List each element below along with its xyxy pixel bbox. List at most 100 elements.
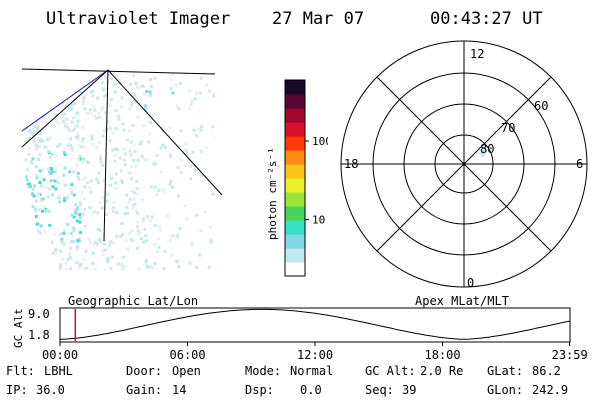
uv-pixel <box>168 153 172 157</box>
uv-pixel <box>24 254 27 258</box>
uv-pixel <box>44 111 48 115</box>
uv-pixel <box>99 154 103 158</box>
uv-pixel <box>113 153 117 157</box>
uv-pixel <box>55 154 59 158</box>
uv-pixel <box>117 114 120 118</box>
uv-pixel <box>82 257 86 261</box>
uv-pixel <box>131 203 135 207</box>
uv-pixel <box>79 201 82 205</box>
uv-pixel <box>78 213 82 216</box>
uv-pixel <box>40 93 44 97</box>
uv-pixel <box>122 148 126 151</box>
uv-pixel <box>183 204 187 208</box>
uv-pixel <box>79 231 82 234</box>
uv-pixel <box>149 84 153 88</box>
uv-pixel <box>104 212 108 216</box>
uv-pixel <box>26 179 30 183</box>
uv-pixel <box>188 107 192 111</box>
uv-pixel <box>129 237 133 241</box>
uv-pixel <box>51 185 55 189</box>
uv-pixel <box>132 191 136 195</box>
uv-pixel <box>90 137 94 141</box>
uv-pixel <box>194 168 198 172</box>
uv-pixel <box>101 134 105 138</box>
uv-pixel <box>129 82 133 86</box>
uv-pixel <box>88 241 92 245</box>
uv-pixel <box>105 120 109 124</box>
uv-pixel <box>96 211 100 215</box>
uv-pixel <box>204 146 208 150</box>
uv-pixel <box>59 249 62 253</box>
uv-pixel <box>30 238 34 242</box>
uv-pixel <box>42 204 46 208</box>
uv-pixel <box>93 72 97 76</box>
polar-plot: 12 0 18 6 80 70 60 <box>340 40 588 290</box>
uv-pixel <box>60 73 64 77</box>
uv-pixel <box>139 237 143 241</box>
timeline-xtick-label: 00:00 <box>42 348 78 362</box>
uv-pixel <box>116 75 120 79</box>
uv-pixel <box>27 231 31 235</box>
uv-pixel <box>109 266 113 270</box>
uv-pixel <box>103 248 107 252</box>
uv-pixel <box>33 255 37 259</box>
uv-pixel <box>138 230 142 234</box>
uv-pixel <box>103 268 107 270</box>
uv-pixel <box>89 90 93 94</box>
uv-pixel <box>100 108 104 111</box>
uv-pixel <box>146 215 149 219</box>
uv-pixel <box>82 177 86 181</box>
uv-pixel <box>46 195 50 199</box>
uv-pixel <box>24 175 27 179</box>
uv-pixel <box>67 142 71 146</box>
uv-pixel <box>76 205 80 209</box>
uv-pixel <box>44 208 48 211</box>
flt-label: Flt: <box>6 364 35 378</box>
uv-pixel <box>61 76 65 80</box>
uv-pixel <box>47 187 51 191</box>
uv-pixel <box>98 228 102 232</box>
uv-pixel <box>42 94 46 98</box>
uv-pixel <box>121 181 124 185</box>
uv-pixel <box>44 90 48 94</box>
uv-pixel <box>66 75 70 79</box>
uv-pixel <box>24 202 28 206</box>
colorbar-segment <box>285 108 305 123</box>
uv-pixel <box>32 224 36 228</box>
colorbar-segment <box>285 206 305 221</box>
uv-pixel <box>179 129 183 133</box>
uv-pixel <box>95 242 99 246</box>
uv-pixel <box>38 154 41 158</box>
uv-pixel <box>102 178 106 182</box>
uv-pixel <box>80 145 84 149</box>
uv-pixel <box>205 83 209 87</box>
uv-pixel <box>120 105 124 109</box>
instrument-title: Ultraviolet Imager <box>46 9 231 29</box>
uv-pixel <box>33 117 37 121</box>
uv-pixel <box>47 85 51 89</box>
uv-pixel <box>159 146 163 150</box>
uv-pixel <box>69 137 73 141</box>
uv-pixel <box>111 209 115 213</box>
uv-pixel <box>70 107 74 111</box>
uv-pixel <box>128 107 132 110</box>
uv-pixel <box>136 225 140 229</box>
uv-pixel <box>76 137 80 141</box>
uv-pixel <box>70 103 74 107</box>
uv-pixel <box>89 179 93 183</box>
uv-pixel <box>99 240 103 244</box>
uv-pixel <box>39 139 43 143</box>
uv-pixel <box>67 106 71 110</box>
uv-pixel <box>82 94 86 98</box>
uv-pixel <box>192 128 196 132</box>
uv-pixel <box>35 143 39 147</box>
uv-pixel <box>76 171 80 175</box>
uv-pixel <box>96 227 100 231</box>
uv-pixel <box>119 262 123 266</box>
uv-pixel <box>150 215 154 219</box>
uv-pixel <box>72 89 76 93</box>
uv-pixel <box>62 173 66 177</box>
uv-pixel <box>47 209 51 213</box>
uv-pixel <box>118 156 122 160</box>
uv-pixel <box>185 152 189 156</box>
